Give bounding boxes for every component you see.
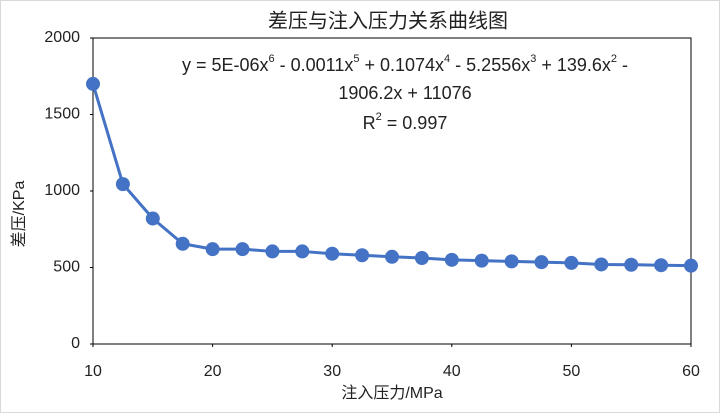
- data-point: [474, 253, 489, 268]
- data-point: [385, 249, 399, 264]
- x-tick-label: 30: [323, 363, 341, 380]
- data-point: [205, 242, 220, 257]
- equation-text: - 5.2556x: [450, 55, 530, 75]
- y-tick-label: 1500: [44, 106, 80, 123]
- trendline-equation: 1906.2x + 11076: [338, 83, 471, 103]
- equation-text: y = 5E-06x: [182, 55, 269, 75]
- equation-text: + 0.1074x: [359, 55, 444, 75]
- data-point: [624, 257, 639, 272]
- data-point: [325, 246, 340, 261]
- equation-text: - 0.0011x: [275, 55, 354, 75]
- chart-title: 差压与注入压力关系曲线图: [268, 9, 508, 33]
- trendline-equation: y = 5E-06x6​ - 0.0011x5​ + 0.1074x4​ - 5…: [182, 53, 628, 75]
- data-point: [175, 236, 190, 251]
- data-point: [355, 248, 370, 263]
- y-tick-label: 0: [71, 335, 80, 352]
- equation-text: = 0.997: [382, 113, 448, 133]
- equation-exponent: 5: [353, 53, 359, 65]
- data-point: [444, 252, 459, 267]
- data-point: [86, 76, 100, 91]
- data-point: [654, 258, 669, 273]
- data-point: [235, 242, 250, 257]
- data-point: [414, 251, 429, 266]
- data-point: [145, 211, 160, 226]
- equation-text: 1906.2x + 11076: [338, 83, 471, 103]
- equation-exponent: 2: [611, 53, 617, 65]
- x-tick-label: 50: [563, 363, 581, 380]
- x-tick-label: 20: [204, 363, 222, 380]
- x-tick-label: 40: [443, 363, 461, 380]
- x-tick-label: 60: [682, 363, 700, 380]
- equation-text: R: [363, 113, 376, 133]
- x-tick-label: 10: [84, 363, 102, 380]
- y-axis-label: 差压/KPa: [10, 181, 28, 248]
- equation-text: -: [617, 55, 628, 75]
- y-tick-label: 500: [53, 259, 80, 276]
- data-point: [594, 257, 609, 272]
- equation-exponent: 2: [376, 111, 382, 123]
- data-point: [115, 177, 130, 192]
- equation-exponent: 4: [444, 53, 450, 65]
- data-point: [295, 244, 310, 259]
- equation-exponent: 3: [530, 53, 536, 65]
- data-point: [534, 255, 549, 270]
- equation-exponent: 6: [269, 53, 275, 65]
- data-point: [684, 258, 698, 273]
- equation-text: + 139.6x: [536, 55, 611, 75]
- data-point: [504, 254, 519, 269]
- x-axis-label: 注入压力/MPa: [341, 384, 442, 402]
- y-tick-label: 2000: [44, 29, 80, 46]
- trendline-equation: R2​ = 0.997: [363, 111, 448, 133]
- data-point: [265, 244, 280, 259]
- data-point: [564, 255, 579, 270]
- y-tick-label: 1000: [44, 182, 80, 199]
